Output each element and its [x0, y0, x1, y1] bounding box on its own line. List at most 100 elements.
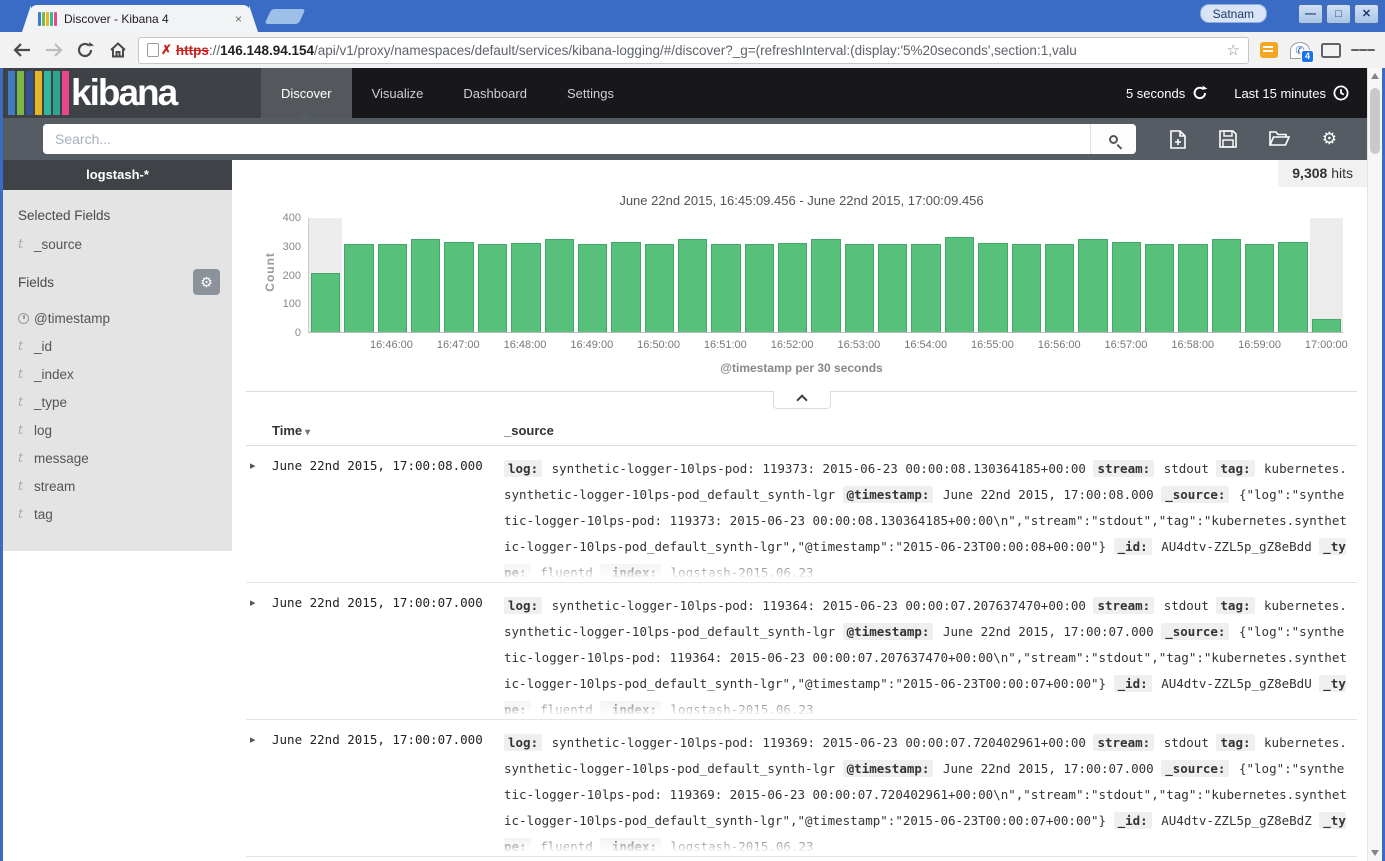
histogram-bar[interactable] — [1278, 242, 1308, 332]
field-item-log[interactable]: t log — [18, 422, 220, 438]
nav-tab-discover[interactable]: Discover — [261, 68, 352, 118]
new-tab-button[interactable] — [264, 9, 306, 24]
time-range-picker[interactable]: Last 15 minutes — [1234, 85, 1349, 101]
histogram-bar[interactable] — [844, 244, 875, 332]
histogram-slot — [609, 218, 642, 332]
y-axis-tick: 200 — [282, 269, 301, 282]
expand-row-icon[interactable]: ▸ — [250, 460, 256, 472]
save-search-icon[interactable] — [1218, 129, 1237, 148]
histogram-bar[interactable] — [744, 244, 775, 332]
histogram-bar[interactable] — [978, 243, 1008, 332]
field-item-stream[interactable]: t stream — [18, 479, 220, 494]
discover-sidebar: logstash-* Selected Fields t _source Fiel… — [3, 160, 232, 861]
histogram-bar[interactable] — [944, 237, 975, 332]
histogram-bar[interactable] — [711, 244, 741, 332]
field-item-_type[interactable]: t _type — [18, 395, 220, 410]
scroll-up-arrow-icon[interactable] — [1371, 73, 1379, 79]
field-key-badge: _source: — [1161, 760, 1230, 777]
field-item-message[interactable]: t message — [18, 451, 220, 466]
nav-tab-visualize[interactable]: Visualize — [371, 85, 424, 101]
selected-field-_source[interactable]: t _source — [18, 236, 220, 252]
x-axis-tick: 16:55:00 — [971, 339, 1014, 351]
search-input[interactable] — [43, 124, 1090, 154]
window-minimize-button[interactable]: — — [1298, 4, 1323, 24]
histogram-bar[interactable] — [644, 244, 674, 332]
nav-tab-settings[interactable]: Settings — [566, 85, 614, 101]
field-label: log — [34, 422, 53, 438]
home-button-icon[interactable] — [106, 38, 130, 62]
browser-tab[interactable]: Discover - Kibana 4 × — [22, 5, 258, 32]
histogram-bar[interactable] — [377, 244, 408, 332]
search-submit-button[interactable] — [1089, 124, 1136, 154]
expand-row-icon[interactable]: ▸ — [250, 734, 256, 746]
field-key-badge: stream: — [1093, 597, 1155, 614]
page-security-icon[interactable] — [147, 43, 159, 57]
expand-row-icon[interactable]: ▸ — [250, 597, 256, 609]
histogram-bar[interactable] — [1311, 319, 1342, 332]
histogram-bar[interactable] — [1011, 244, 1041, 332]
new-search-icon[interactable] — [1169, 129, 1187, 149]
refresh-interval-picker[interactable]: 5 seconds — [1126, 85, 1208, 101]
bookmark-star-icon[interactable]: ☆ — [1226, 42, 1240, 59]
y-axis-tick: 0 — [294, 327, 301, 339]
back-button-icon[interactable] — [10, 38, 34, 62]
field-settings-gear-icon[interactable]: ⚙ — [193, 269, 220, 295]
page-scrollbar[interactable] — [1367, 68, 1382, 861]
reload-button-icon[interactable] — [74, 38, 98, 62]
histogram-bar[interactable] — [1044, 244, 1075, 332]
window-close-button[interactable]: ✕ — [1354, 4, 1379, 24]
histogram-bar[interactable] — [544, 239, 574, 332]
field-item-tag[interactable]: t tag — [18, 507, 220, 522]
histogram-bar[interactable] — [511, 243, 541, 332]
histogram-bar[interactable] — [1144, 244, 1175, 332]
histogram-bar[interactable] — [477, 244, 508, 332]
index-pattern-selector[interactable]: logstash-* — [3, 160, 232, 190]
histogram-bar[interactable] — [677, 239, 708, 332]
row-time-cell: June 22nd 2015, 17:00:07.000 — [272, 595, 483, 610]
field-item-@timestamp[interactable]: @timestamp — [18, 311, 220, 326]
scroll-down-arrow-icon[interactable] — [1371, 850, 1379, 856]
hangouts-extension-icon[interactable]: ✆ 4 — [1289, 40, 1314, 63]
chart-plot-area[interactable] — [308, 218, 1344, 333]
string-type-icon: t — [18, 366, 24, 382]
window-maximize-button[interactable]: □ — [1326, 4, 1351, 24]
histogram-bar[interactable] — [444, 242, 474, 332]
histogram-bar[interactable] — [1111, 242, 1141, 332]
url-bar[interactable]: ✗ https :// 146.148.94.154 /api/v1/proxy… — [138, 36, 1249, 64]
field-item-_index[interactable]: t _index — [18, 366, 220, 382]
chrome-menu-icon[interactable] — [1351, 38, 1375, 62]
scrollbar-thumb[interactable] — [1370, 88, 1380, 154]
extension-icon[interactable] — [1257, 38, 1281, 62]
collapse-chart-button[interactable] — [772, 391, 831, 409]
url-path: /api/v1/proxy/namespaces/default/service… — [314, 42, 1077, 58]
histogram-bar[interactable] — [411, 239, 441, 332]
histogram-bar[interactable] — [1178, 244, 1208, 332]
string-type-icon: t — [18, 236, 24, 252]
kibana-app: kibana Discover Visualize Dashboard Setting… — [0, 68, 1385, 861]
histogram-bar[interactable] — [344, 244, 374, 332]
histogram-bar[interactable] — [311, 273, 341, 332]
browser-profile-badge[interactable]: Satnam — [1199, 4, 1267, 23]
time-range-label: Last 15 minutes — [1234, 85, 1326, 101]
histogram-bar[interactable] — [1211, 239, 1242, 332]
histogram-bar[interactable] — [1078, 239, 1108, 332]
nav-tab-dashboard[interactable]: Dashboard — [463, 85, 527, 101]
histogram-bar[interactable] — [611, 242, 641, 332]
histogram-bar[interactable] — [778, 243, 808, 332]
field-key-badge: @timestamp: — [842, 486, 934, 503]
broken-security-x-icon: ✗ — [161, 42, 172, 57]
histogram-bar[interactable] — [911, 244, 941, 332]
tab-close-icon[interactable]: × — [234, 11, 242, 26]
field-item-_id[interactable]: t _id — [18, 339, 220, 354]
histogram-bar[interactable] — [878, 244, 908, 332]
kibana-logo[interactable]: kibana — [3, 68, 261, 118]
settings-gear-icon[interactable]: ⚙ — [1321, 128, 1337, 148]
cast-icon[interactable] — [1319, 38, 1343, 62]
forward-button-icon[interactable] — [42, 38, 66, 62]
histogram-bar[interactable] — [577, 244, 608, 332]
open-search-icon[interactable] — [1268, 130, 1290, 147]
discover-main: 9,308 hits June 22nd 2015, 16:45:09.456 … — [232, 160, 1367, 861]
histogram-bar[interactable] — [811, 239, 841, 332]
histogram-bar[interactable] — [1245, 244, 1275, 332]
time-column-header[interactable]: Time ▾ — [272, 423, 311, 438]
